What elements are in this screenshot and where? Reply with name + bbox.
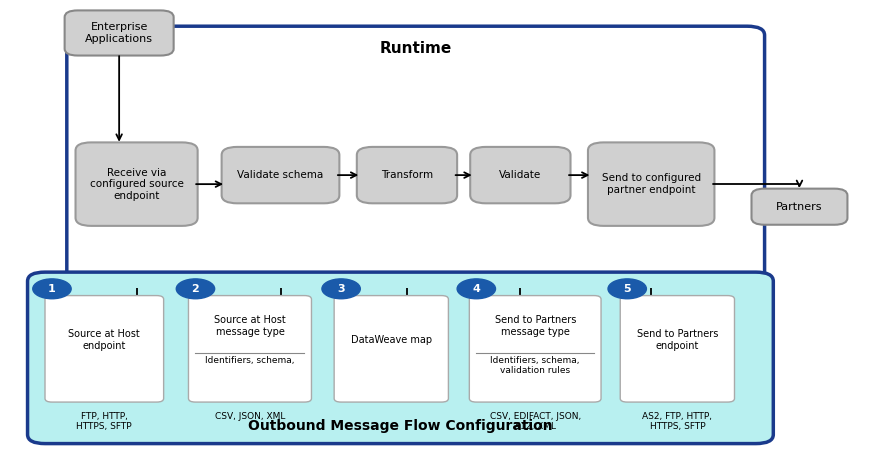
Text: Enterprise
Applications: Enterprise Applications	[85, 22, 153, 44]
Circle shape	[608, 279, 647, 299]
Text: Send to configured
partner endpoint: Send to configured partner endpoint	[602, 173, 701, 195]
FancyBboxPatch shape	[65, 10, 173, 55]
Text: Send to Partners
endpoint: Send to Partners endpoint	[637, 329, 718, 350]
Text: Source at Host
message type: Source at Host message type	[214, 315, 286, 337]
FancyBboxPatch shape	[588, 143, 714, 226]
Text: Partners: Partners	[776, 202, 822, 212]
FancyBboxPatch shape	[45, 296, 164, 402]
Text: Runtime: Runtime	[380, 41, 452, 56]
FancyBboxPatch shape	[66, 26, 765, 290]
FancyBboxPatch shape	[75, 143, 198, 226]
Text: Identifiers, schema,: Identifiers, schema,	[206, 355, 295, 365]
Text: 5: 5	[623, 284, 631, 294]
Circle shape	[176, 279, 214, 299]
Text: Identifiers, schema,
validation rules: Identifiers, schema, validation rules	[491, 355, 580, 375]
Text: 1: 1	[48, 284, 56, 294]
Text: 3: 3	[337, 284, 345, 294]
Circle shape	[32, 279, 71, 299]
Text: Transform: Transform	[381, 170, 433, 180]
Text: AS2, FTP, HTTP,
HTTPS, SFTP: AS2, FTP, HTTP, HTTPS, SFTP	[642, 412, 712, 431]
Text: CSV, JSON, XML: CSV, JSON, XML	[214, 412, 285, 421]
Text: DataWeave map: DataWeave map	[351, 335, 432, 345]
Text: CSV, EDIFACT, JSON,
X12, XML: CSV, EDIFACT, JSON, X12, XML	[490, 412, 581, 431]
FancyBboxPatch shape	[470, 147, 570, 203]
Circle shape	[457, 279, 495, 299]
Text: Send to Partners
message type: Send to Partners message type	[494, 315, 576, 337]
Text: Receive via
configured source
endpoint: Receive via configured source endpoint	[89, 168, 184, 201]
FancyBboxPatch shape	[752, 189, 848, 225]
Text: Outbound Message Flow Configuration: Outbound Message Flow Configuration	[248, 419, 553, 434]
Text: Validate: Validate	[500, 170, 542, 180]
FancyBboxPatch shape	[27, 272, 774, 444]
Circle shape	[322, 279, 360, 299]
Text: 2: 2	[192, 284, 200, 294]
FancyBboxPatch shape	[221, 147, 340, 203]
Text: Source at Host
endpoint: Source at Host endpoint	[68, 329, 140, 350]
FancyBboxPatch shape	[334, 296, 448, 402]
FancyBboxPatch shape	[188, 296, 312, 402]
FancyBboxPatch shape	[469, 296, 601, 402]
Text: FTP, HTTP,
HTTPS, SFTP: FTP, HTTP, HTTPS, SFTP	[76, 412, 132, 431]
FancyBboxPatch shape	[357, 147, 457, 203]
Text: Validate schema: Validate schema	[237, 170, 324, 180]
Text: 4: 4	[473, 284, 480, 294]
FancyBboxPatch shape	[620, 296, 734, 402]
